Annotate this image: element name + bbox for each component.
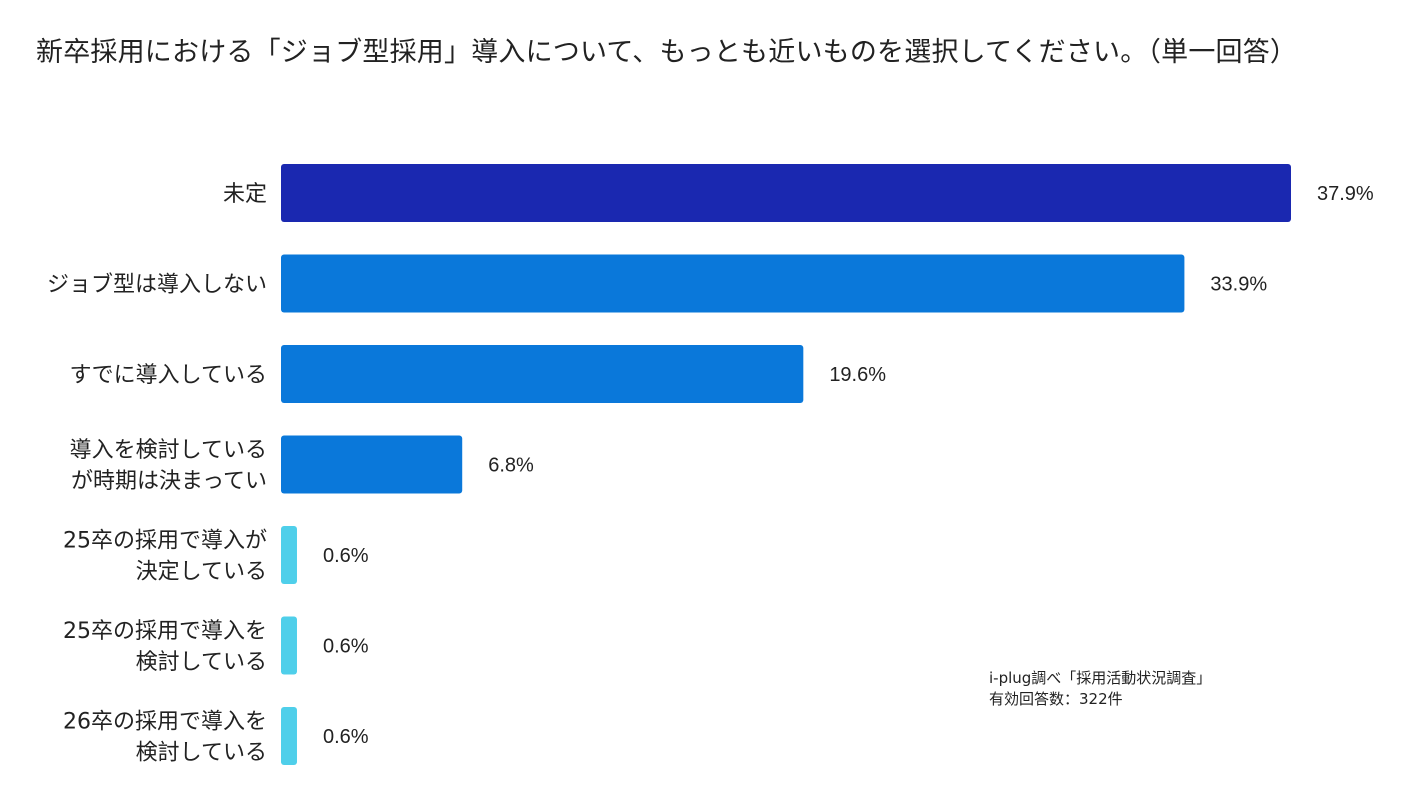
bar-5 (281, 526, 297, 584)
category-label-5-line-1: 25卒の採用で導入が (63, 529, 267, 554)
source-line-2: 有効回答数：322件 (989, 690, 1123, 708)
bar-4 (281, 435, 463, 494)
value-label-5: 0.6% (323, 545, 369, 567)
category-label-5-line-2: 決定している (136, 560, 267, 585)
category-label-4-line-1: 導入を検討している (70, 438, 267, 463)
value-label-3: 19.6% (829, 364, 886, 386)
category-label-3-line-1: すでに導入している (69, 363, 267, 388)
category-label-7-line-2: 検討している (136, 741, 267, 766)
bar-7 (281, 707, 297, 765)
source-note: i-plug調べ「採用活動状況調査」 有効回答数：322件 (989, 668, 1211, 710)
category-label-2-line-1: ジョブ型は導入しない (47, 273, 267, 298)
bar-6 (281, 616, 297, 675)
category-label-6-line-1: 25卒の採用で導入を (63, 619, 267, 644)
value-label-2: 33.9% (1210, 274, 1267, 296)
value-label-1: 37.9% (1317, 183, 1374, 205)
chart-title: 新卒採用における「ジョブ型採用」導入について、もっとも近いものを選択してください… (36, 37, 1298, 68)
value-label-6: 0.6% (323, 636, 369, 658)
category-label-4-line-2: が時期は決まってい (71, 469, 267, 494)
category-label-1-line-1: 未定 (223, 182, 267, 207)
value-label-4: 6.8% (488, 455, 534, 477)
bar-1 (281, 164, 1291, 222)
bar-3 (281, 345, 804, 403)
category-label-6-line-2: 検討している (136, 650, 267, 675)
bar-2 (281, 254, 1185, 313)
value-label-7: 0.6% (323, 726, 369, 748)
source-line-1: i-plug調べ「採用活動状況調査」 (989, 669, 1212, 687)
category-label-7-line-1: 26卒の採用で導入を (63, 710, 267, 735)
